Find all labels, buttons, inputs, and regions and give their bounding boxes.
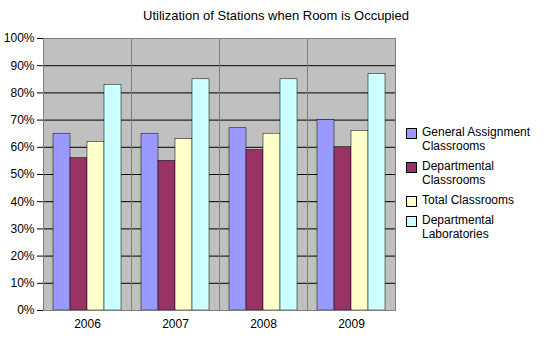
svg-text:2006: 2006 <box>74 317 101 331</box>
svg-text:20%: 20% <box>10 249 34 263</box>
svg-text:70%: 70% <box>10 113 34 127</box>
svg-text:2009: 2009 <box>338 317 365 331</box>
svg-text:10%: 10% <box>10 276 34 290</box>
svg-text:90%: 90% <box>10 59 34 73</box>
html-text:Total Classrooms: Total Classrooms <box>422 193 514 207</box>
svg-text:50%: 50% <box>10 167 34 181</box>
html-text:General Assignment Classrooms: General Assignment Classrooms <box>422 125 531 153</box>
svg-text:100%: 100% <box>4 31 35 45</box>
svg-text:0%: 0% <box>17 303 35 317</box>
svg-text:80%: 80% <box>10 86 34 100</box>
svg-text:2008: 2008 <box>250 317 277 331</box>
html-text:Departmental Laboratories: Departmental Laboratories <box>422 213 494 241</box>
svg-text:2007: 2007 <box>162 317 189 331</box>
svg-text:30%: 30% <box>10 222 34 236</box>
svg-text:60%: 60% <box>10 140 34 154</box>
html-text:Utilization of Stations when R: Utilization of Stations when Room is Occ… <box>143 8 409 23</box>
html-text:Departmental Classrooms: Departmental Classrooms <box>422 159 494 187</box>
svg-text:40%: 40% <box>10 195 34 209</box>
